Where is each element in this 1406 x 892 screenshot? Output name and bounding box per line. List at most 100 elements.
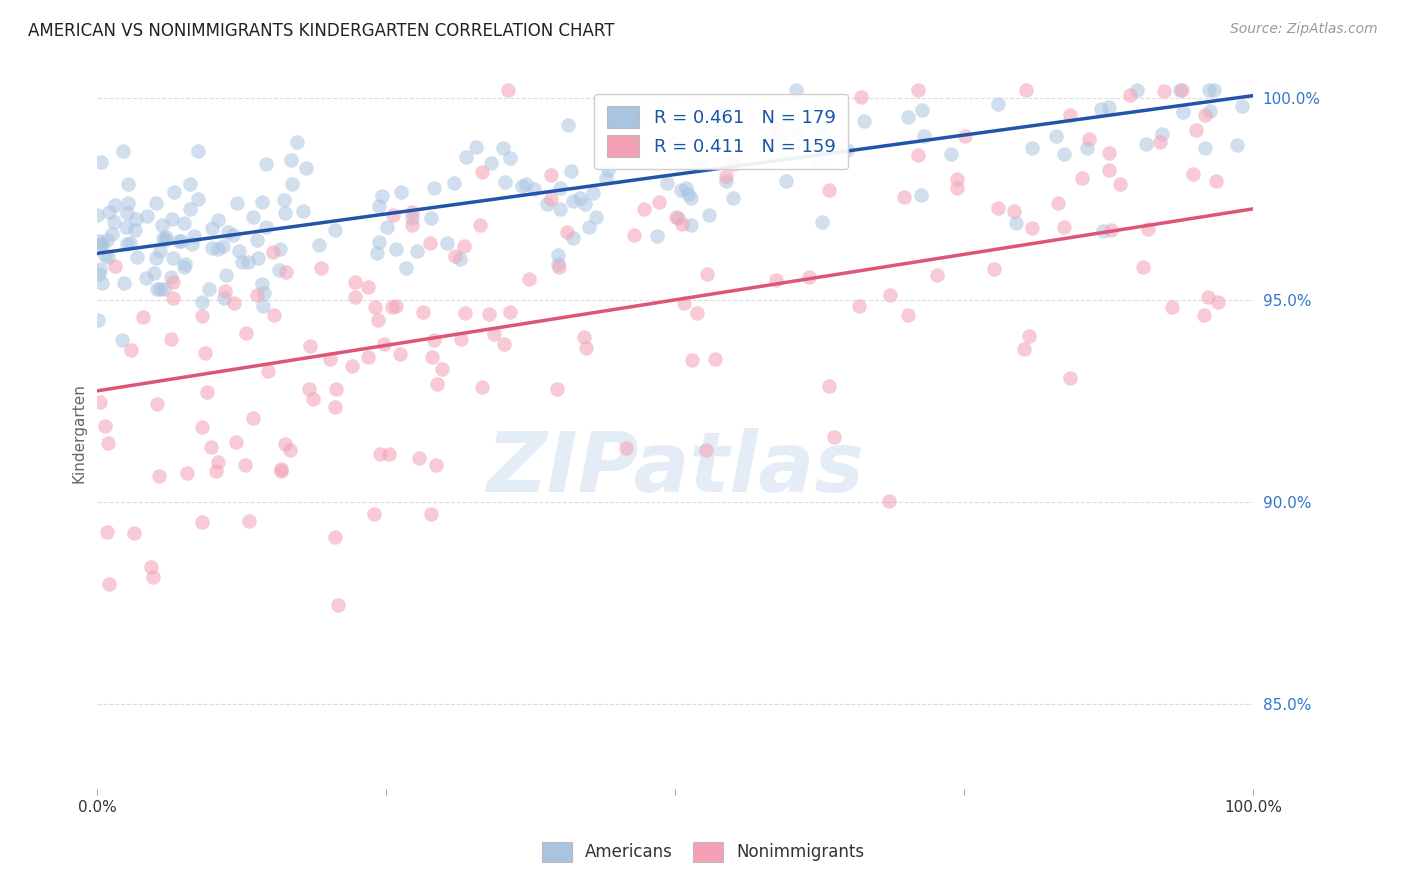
Point (87, 313, 110, 327)
Point (585, 211, 607, 225)
Point (669, 183, 692, 197)
Point (401, 205, 423, 219)
Point (194, 346, 217, 360)
Point (104, 198, 127, 212)
Point (786, 127, 808, 141)
Point (97, 577, 120, 591)
Point (162, 275, 184, 289)
Point (276, 265, 298, 279)
Point (262, 244, 284, 259)
Point (893, 190, 915, 204)
Point (696, 267, 718, 281)
Point (211, 239, 233, 253)
Point (375, 220, 398, 235)
Point (111, 333, 134, 347)
Point (1012, 342, 1035, 356)
Point (879, 287, 901, 301)
Point (270, 464, 292, 478)
Point (482, 327, 505, 342)
Point (494, 175, 516, 189)
Text: Source: ZipAtlas.com: Source: ZipAtlas.com (1230, 22, 1378, 37)
Point (246, 233, 269, 247)
Point (546, 382, 568, 396)
Text: AMERICAN VS NONIMMIGRANTS KINDERGARTEN CORRELATION CHART: AMERICAN VS NONIMMIGRANTS KINDERGARTEN C… (28, 22, 614, 40)
Point (578, 220, 600, 235)
Point (675, 180, 697, 194)
Point (385, 242, 408, 256)
Point (408, 451, 430, 466)
Point (420, 351, 443, 365)
Point (191, 420, 214, 434)
Point (174, 257, 197, 271)
Point (280, 153, 302, 167)
Point (562, 194, 585, 208)
Point (582, 186, 605, 200)
Point (86, 208, 108, 222)
Point (912, 128, 935, 143)
Point (703, 351, 725, 366)
Point (1098, 163, 1121, 178)
Point (499, 151, 522, 165)
Point (152, 231, 174, 245)
Point (246, 287, 269, 301)
Point (848, 299, 870, 313)
Point (1181, 167, 1204, 181)
Point (897, 110, 920, 124)
Point (633, 202, 655, 216)
Text: ZIPatlas: ZIPatlas (486, 428, 865, 509)
Point (146, 282, 169, 296)
Point (568, 191, 591, 205)
Point (270, 461, 292, 475)
Point (817, 379, 839, 393)
Point (323, 530, 346, 544)
Point (443, 176, 465, 190)
Point (1194, 141, 1216, 155)
Point (1053, 146, 1076, 161)
Point (765, 273, 787, 287)
Point (285, 135, 308, 149)
Point (1194, 108, 1216, 122)
Point (681, 191, 703, 205)
Point (201, 220, 224, 235)
Point (925, 268, 948, 282)
Point (118, 236, 141, 251)
Point (1185, 123, 1208, 137)
Point (368, 235, 391, 250)
Point (851, 90, 873, 104)
Point (401, 218, 423, 232)
Point (323, 401, 346, 415)
Point (897, 308, 920, 322)
Point (94, 248, 117, 262)
Point (548, 181, 571, 195)
Point (664, 136, 686, 151)
Point (120, 343, 142, 358)
Point (420, 507, 443, 521)
Point (141, 560, 163, 574)
Point (197, 282, 219, 296)
Point (150, 219, 173, 233)
Point (879, 494, 901, 508)
Point (90, 276, 112, 290)
Point (222, 295, 245, 310)
Point (1076, 141, 1098, 155)
Point (214, 284, 236, 298)
Point (419, 236, 441, 251)
Point (420, 211, 443, 225)
Point (555, 225, 578, 239)
Point (499, 304, 522, 318)
Point (799, 269, 821, 284)
Point (471, 379, 494, 393)
Point (1077, 132, 1099, 146)
Point (90, 237, 112, 252)
Point (382, 208, 405, 222)
Point (378, 446, 401, 460)
Point (405, 244, 427, 259)
Point (191, 295, 214, 310)
Point (323, 223, 346, 237)
Point (907, 148, 929, 162)
Point (343, 275, 366, 289)
Point (1150, 127, 1173, 141)
Legend: Americans, Nonimmigrants: Americans, Nonimmigrants (533, 833, 873, 871)
Point (299, 339, 322, 353)
Point (1119, 87, 1142, 102)
